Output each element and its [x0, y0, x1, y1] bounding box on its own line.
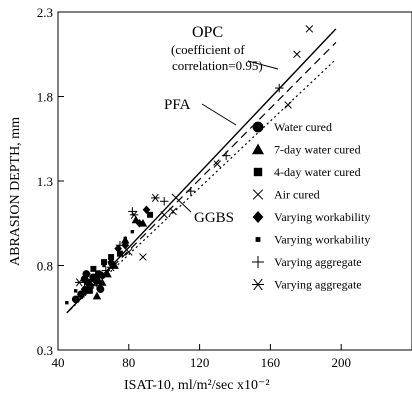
x-marker: [160, 211, 168, 219]
x-marker: [169, 207, 177, 216]
small-square-marker: [109, 257, 113, 261]
legend-label: Varying aggregate: [274, 278, 362, 292]
legend-label: Varying aggregate: [274, 255, 362, 269]
circle-marker: [82, 270, 91, 278]
plus-marker: [92, 281, 102, 291]
small-square-marker: [95, 270, 99, 274]
small-square-marker: [102, 263, 106, 268]
plus-marker: [186, 186, 195, 196]
legend-item: Water cured: [252, 120, 332, 134]
asterisk-marker: [129, 210, 139, 219]
square-marker: [86, 287, 93, 294]
square-marker: [101, 259, 107, 266]
diamond-marker: [135, 219, 144, 228]
opc-correlation-note-line-1: (coefficient of: [171, 42, 245, 57]
plus-marker: [221, 151, 231, 160]
ggbs-label: GGBS: [194, 210, 234, 226]
x-tick-label: 160: [261, 355, 281, 370]
x-marker: [139, 253, 147, 261]
legend-item: Varying aggregate: [252, 278, 362, 292]
circle-marker: [252, 121, 264, 133]
legend-item: Air cured: [252, 188, 320, 202]
legend-item: Varying workability: [252, 210, 370, 224]
opc-correlation-note-line-2: correlation=0.95): [172, 58, 263, 73]
plus-marker: [159, 197, 169, 206]
y-axis-label: ABRASION DEPTH, mm: [8, 117, 23, 266]
legend: Water cured 7-day water cured 4-day water …: [252, 120, 370, 292]
legend-item: Varying aggregate: [252, 255, 362, 269]
diamond-marker: [142, 205, 151, 214]
plus-marker: [115, 240, 125, 250]
diamond-marker: [252, 211, 264, 223]
x-axis-label: ISAT-10, ml/m²/sec x10⁻²: [124, 378, 270, 393]
y-tick-label: 1.3: [37, 174, 53, 189]
square-marker: [147, 211, 154, 218]
x-tick-label: 40: [52, 355, 65, 370]
legend-item: 7-day water cured: [252, 143, 361, 157]
legend-label: 7-day water cured: [274, 143, 361, 157]
x-tick-label: 200: [331, 355, 351, 370]
small-square-marker: [116, 246, 120, 251]
legend-label: 4-day water cured: [274, 165, 361, 179]
x-marker: [284, 101, 292, 109]
small-square-marker: [65, 300, 69, 305]
diamond-marker: [80, 284, 89, 294]
asterisk-marker: [252, 278, 264, 291]
asterisk-marker: [89, 273, 98, 282]
asterisk-marker: [151, 193, 160, 203]
x-tick-label: 120: [190, 355, 210, 370]
ggbs-label-leader: [171, 193, 192, 213]
legend-item: Varying workability: [255, 233, 370, 247]
legend-item: 4-day water cured: [253, 165, 361, 179]
opc-label: OPC: [192, 24, 223, 41]
pfa-label-leader: [201, 103, 237, 126]
diamond-marker: [98, 271, 107, 280]
x-tick-label: 80: [122, 355, 135, 370]
plus-marker: [275, 83, 284, 93]
pfa-trend-line: [66, 41, 337, 314]
x-marker: [125, 248, 133, 256]
circle-marker: [86, 281, 94, 290]
x-marker: [213, 160, 222, 168]
pfa-label: PFA: [164, 97, 191, 113]
triangle-marker: [252, 143, 264, 155]
triangle-marker: [92, 291, 102, 300]
asterisk-marker: [106, 263, 116, 272]
plus-marker: [252, 256, 264, 268]
ggbs-trend-line: [66, 58, 337, 314]
legend-label: Varying workability: [274, 233, 370, 247]
x-marker: [252, 189, 264, 200]
small-square-marker: [123, 236, 127, 241]
square-marker: [116, 250, 123, 257]
data-points: [65, 25, 314, 305]
axis-ticks: 40 80 120 160 200 0.3 0.8 1.3 1.8 2.3: [37, 5, 351, 370]
circle-marker: [96, 285, 105, 293]
y-tick-label: 1.8: [37, 90, 53, 105]
diamond-marker: [121, 240, 130, 250]
opc-label-leader: [247, 60, 279, 70]
small-square-marker: [88, 280, 92, 285]
plus-marker: [128, 207, 137, 216]
small-square-marker: [74, 289, 78, 293]
x-marker: [293, 50, 301, 59]
small-square-marker: [255, 237, 261, 242]
square-marker: [90, 265, 97, 272]
asterisk-marker: [74, 278, 84, 287]
y-tick-label: 2.3: [37, 5, 53, 20]
small-square-marker: [81, 294, 85, 298]
legend-label: Water cured: [274, 120, 332, 134]
legend-label: Air cured: [274, 188, 320, 202]
x-marker: [305, 25, 314, 33]
legend-label: Varying workability: [274, 210, 370, 224]
square-marker: [253, 167, 263, 177]
y-tick-label: 0.8: [37, 259, 53, 274]
small-square-marker: [130, 230, 135, 234]
y-tick-label: 0.3: [37, 343, 53, 358]
triangle-marker: [98, 278, 107, 286]
circle-marker: [71, 295, 80, 304]
